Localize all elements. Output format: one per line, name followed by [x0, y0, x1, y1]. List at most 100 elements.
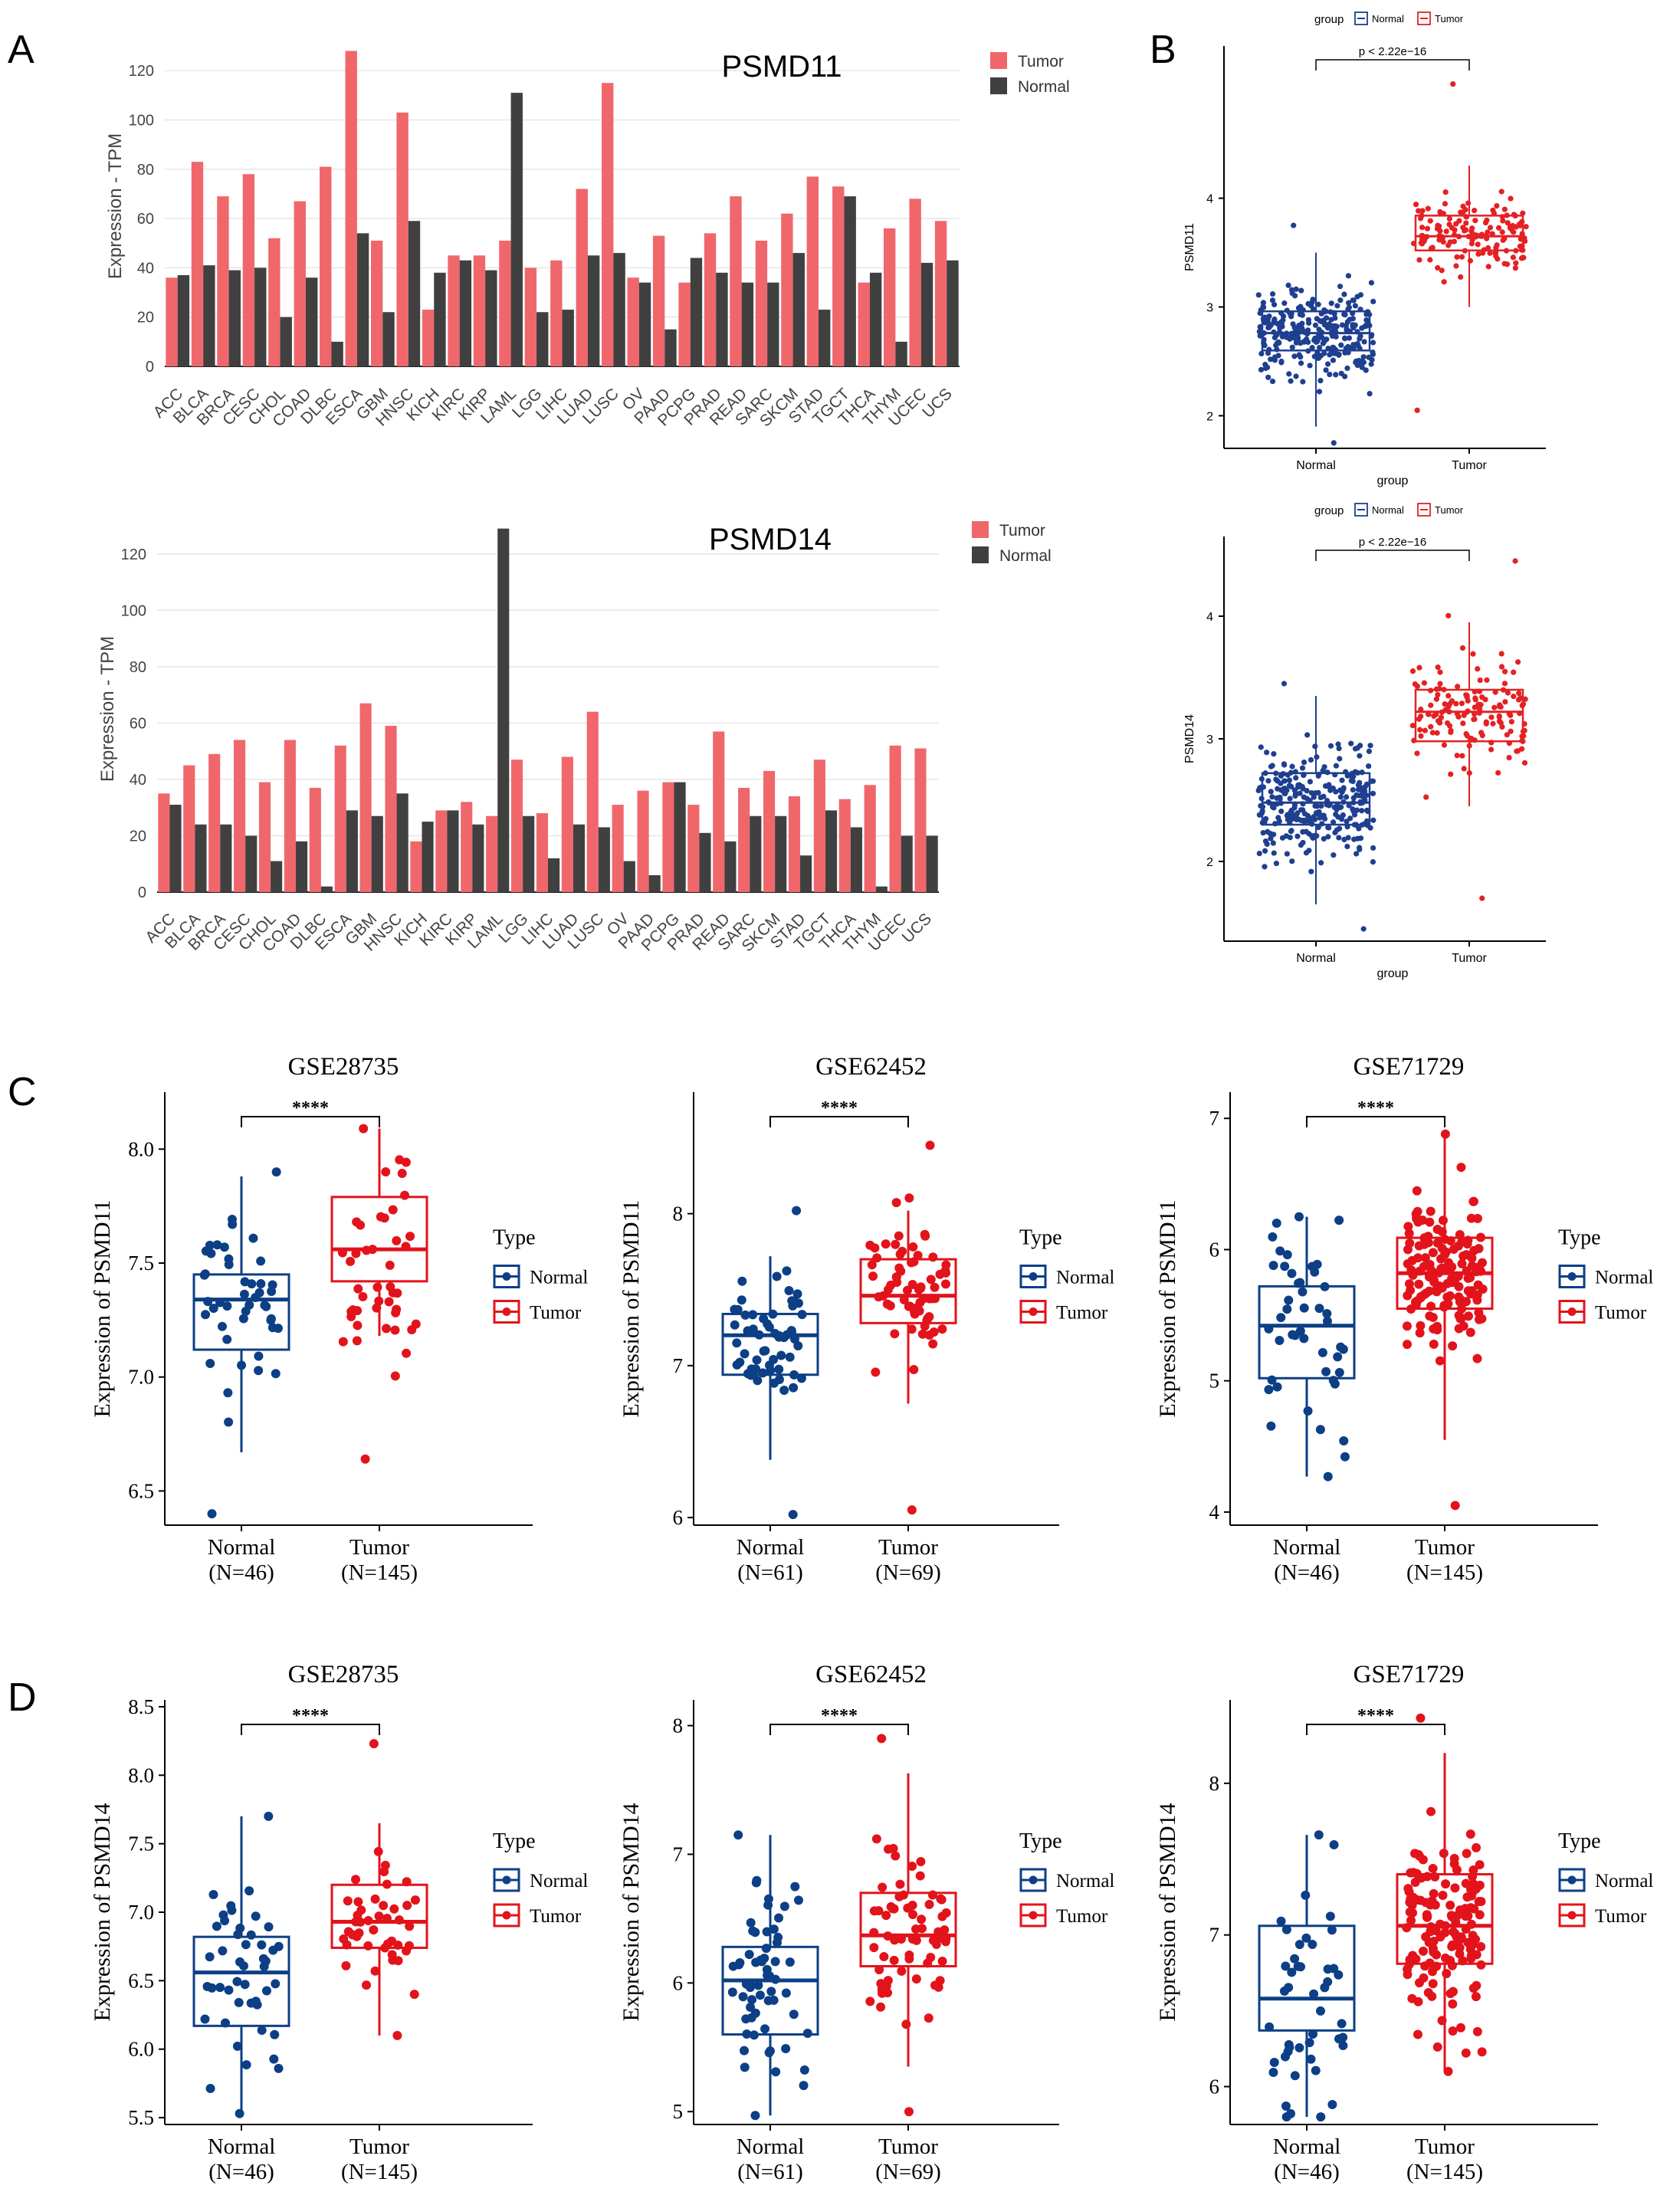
- data-point: [1333, 372, 1339, 378]
- x-tick-label: Tumor: [878, 2134, 938, 2159]
- data-point: [1330, 819, 1337, 825]
- bar-normal-ESCA: [356, 233, 369, 366]
- y-tick-label: 4: [1209, 1501, 1220, 1524]
- data-point: [1485, 229, 1491, 235]
- data-point: [904, 1301, 914, 1311]
- y-tick-label: 5.5: [128, 2106, 154, 2129]
- data-point: [1501, 681, 1508, 687]
- data-point: [1504, 732, 1510, 738]
- data-point: [1359, 808, 1365, 814]
- data-point: [1419, 225, 1426, 231]
- data-point: [746, 2013, 756, 2023]
- data-point: [1354, 807, 1360, 813]
- data-point: [1305, 317, 1312, 323]
- data-point: [1285, 816, 1291, 822]
- legend-key-Normal: [1354, 11, 1368, 25]
- data-point: [1455, 1949, 1465, 1959]
- data-point: [1282, 1304, 1292, 1314]
- data-point: [261, 1301, 271, 1311]
- data-point: [232, 1977, 242, 1987]
- data-point: [222, 1301, 232, 1311]
- data-point: [1256, 812, 1262, 818]
- data-point: [890, 1935, 900, 1945]
- data-point: [1441, 279, 1447, 285]
- data-point: [1439, 267, 1445, 274]
- data-point: [1278, 319, 1284, 326]
- data-point: [1348, 740, 1354, 746]
- y-tick-label: 8: [673, 1714, 684, 1737]
- data-point: [1446, 215, 1452, 221]
- data-point: [1456, 1163, 1466, 1173]
- data-point: [1412, 681, 1418, 687]
- data-point: [402, 1877, 412, 1887]
- data-point: [789, 1370, 799, 1380]
- data-point: [1463, 1273, 1473, 1283]
- data-point: [257, 1940, 267, 1950]
- data-point: [881, 1239, 891, 1249]
- legend-label-Tumor: Tumor: [1435, 13, 1464, 25]
- data-point: [1428, 1979, 1438, 1989]
- data-point: [1310, 297, 1316, 303]
- data-point: [1354, 362, 1360, 369]
- data-point: [205, 1359, 215, 1369]
- data-point: [1448, 2026, 1458, 2036]
- significance-label: ****: [292, 1706, 329, 1726]
- data-point: [1437, 210, 1443, 216]
- data-point: [1363, 818, 1370, 825]
- data-point: [1268, 2068, 1278, 2078]
- data-point: [232, 2041, 242, 2051]
- y-tick-label: 6.5: [128, 1479, 154, 1502]
- data-point: [1360, 354, 1367, 360]
- data-point: [208, 1303, 218, 1313]
- data-point: [1426, 1806, 1436, 1816]
- data-point: [199, 1270, 209, 1280]
- data-point: [246, 1930, 256, 1940]
- legend-label-Tumor: Tumor: [1595, 1906, 1647, 1927]
- data-point: [885, 1301, 895, 1311]
- data-point: [1268, 789, 1274, 795]
- data-point: [379, 1901, 389, 1911]
- data-point: [1437, 681, 1443, 687]
- data-point: [1258, 350, 1265, 357]
- data-point: [1326, 802, 1332, 809]
- x-tick-label: Normal: [1296, 952, 1336, 965]
- bar-normal-CHOL: [271, 861, 283, 892]
- data-point: [1275, 1246, 1285, 1256]
- y-tick-label: 2: [1206, 410, 1213, 423]
- x-tick-count: (N=69): [875, 2160, 941, 2184]
- data-point: [1337, 284, 1344, 290]
- data-point: [1472, 2026, 1482, 2036]
- data-point: [218, 1910, 228, 1920]
- data-point: [1478, 1258, 1488, 1268]
- data-point: [1289, 344, 1295, 350]
- data-point: [1266, 324, 1272, 330]
- data-point: [1285, 2108, 1295, 2118]
- data-point: [1282, 1250, 1292, 1260]
- data-point: [772, 1937, 782, 1947]
- bar-tumor-THCA: [838, 799, 851, 892]
- bar-normal-KICH: [434, 272, 446, 366]
- data-point: [1468, 1872, 1478, 1882]
- panel-labels: A B C D: [8, 28, 1176, 1720]
- data-point: [1440, 1129, 1450, 1139]
- bar-normal-UCEC: [920, 262, 934, 366]
- y-tick-label: 7.0: [128, 1366, 154, 1389]
- legend: Tumor Normal: [972, 521, 1052, 565]
- data-point: [1370, 858, 1376, 865]
- data-point: [789, 2010, 799, 2019]
- data-point: [397, 1169, 407, 1179]
- data-point: [1303, 828, 1309, 835]
- y-tick-label: 3: [1206, 733, 1213, 746]
- data-point: [1402, 1923, 1412, 1933]
- data-point: [1441, 1879, 1451, 1889]
- data-point: [925, 1140, 935, 1150]
- data-point: [1342, 311, 1348, 318]
- data-point: [1321, 1367, 1331, 1376]
- data-point: [1340, 785, 1347, 791]
- data-point: [1276, 1313, 1286, 1323]
- data-point: [1370, 845, 1376, 851]
- data-point: [1337, 794, 1344, 800]
- data-point: [1475, 1880, 1485, 1890]
- data-point: [1356, 357, 1362, 364]
- data-point: [764, 1322, 774, 1332]
